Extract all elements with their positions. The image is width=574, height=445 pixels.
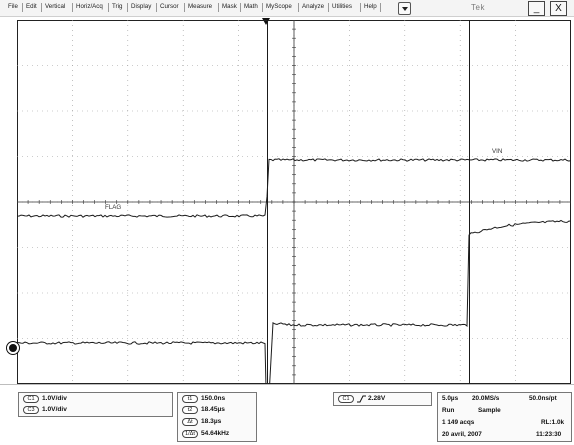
menu-separator <box>262 3 263 12</box>
menu-separator <box>156 3 157 12</box>
channel-1-scale-row[interactable]: C1 1.0V/div <box>23 394 67 404</box>
menu-analyze[interactable]: Analyze <box>302 3 325 10</box>
menu-math[interactable]: Math <box>244 3 258 10</box>
menu-separator <box>184 3 185 12</box>
rising-edge-icon <box>357 395 366 403</box>
menu-separator <box>22 3 23 12</box>
trigger-readout-box[interactable]: C1 2.28V <box>333 392 432 406</box>
cursor-readout-box[interactable]: t1 150.0ns t2 18.45µs Δt 18.3µs 1/Δt 54.64kH… <box>177 392 257 442</box>
menu-utilities[interactable]: Utilities <box>332 3 352 10</box>
channel-ground-marker-icon[interactable] <box>7 342 19 354</box>
channel-3-scale: 1.0V/div <box>42 406 67 413</box>
trigger-level: 2.28V <box>368 395 386 402</box>
cursor-frequency-row: 1/Δt 54.64kHz <box>182 429 229 439</box>
trace-label-flag: FLAG <box>105 204 122 211</box>
cursor-delta-value: 18.3µs <box>201 418 222 425</box>
minimize-button[interactable]: _ <box>528 1 545 16</box>
trace-label-vin: VIN <box>492 148 503 155</box>
cursor-delta-row: Δt 18.3µs <box>182 417 221 427</box>
menu-display[interactable]: Display <box>131 3 152 10</box>
channel-1-scale: 1.0V/div <box>42 395 67 402</box>
menu-horiz-acq[interactable]: Horiz/Acq <box>76 3 103 10</box>
cursor-line-1[interactable] <box>267 20 268 384</box>
menu-separator <box>41 3 42 12</box>
cursor-t2-value: 18.45µs <box>201 406 225 413</box>
trigger-source-tag: C1 <box>338 395 354 403</box>
acquisition-count: 1 149 acqs <box>442 419 475 426</box>
menu-separator <box>298 3 299 12</box>
close-button[interactable]: X <box>550 1 567 16</box>
acquisition-box[interactable]: 5.0µs 20.0MS/s 50.0ns/pt Run Sample 1 14… <box>437 392 572 442</box>
trigger-position-icon[interactable] <box>262 18 270 25</box>
menu-myscope[interactable]: MyScope <box>266 3 292 10</box>
sample-rate-value: 20.0MS/s <box>472 395 500 402</box>
channel-1-tag: C1 <box>23 395 39 403</box>
tek-logo: Tek <box>471 3 485 12</box>
record-length: RL:1.0k <box>541 419 565 426</box>
menu-mask[interactable]: Mask <box>222 3 237 10</box>
waveform-display[interactable] <box>17 20 571 384</box>
status-panel: C1 1.0V/div C3 1.0V/div t1 150.0ns t2 18.45µ… <box>0 384 574 445</box>
acquisition-time: 11:23:30 <box>536 431 562 438</box>
menu-separator <box>328 3 329 12</box>
menu-file[interactable]: File <box>8 3 18 10</box>
cursor-t2-row: t2 18.45µs <box>182 405 225 415</box>
trigger-row: C1 2.28V <box>338 394 385 404</box>
channel-scale-box[interactable]: C1 1.0V/div C3 1.0V/div <box>18 392 173 417</box>
menu-edit[interactable]: Edit <box>26 3 37 10</box>
cursor-t2-tag: t2 <box>182 406 198 414</box>
waveform-flag <box>17 219 571 384</box>
menu-separator <box>360 3 361 12</box>
menu-separator <box>108 3 109 12</box>
cursor-t1-row: t1 150.0ns <box>182 394 225 404</box>
menu-trig[interactable]: Trig <box>112 3 123 10</box>
cursor-t1-value: 150.0ns <box>201 395 226 402</box>
menu-measure[interactable]: Measure <box>188 3 213 10</box>
cursor-t1-tag: t1 <box>182 395 198 403</box>
cursor-delta-tag: Δt <box>182 418 198 426</box>
cursor-frequency-tag: 1/Δt <box>182 430 198 438</box>
graticule <box>17 20 571 384</box>
waveform-vin <box>17 158 571 218</box>
menu-separator <box>240 3 241 12</box>
channel-3-tag: C3 <box>23 406 39 414</box>
menu-dropdown-button[interactable] <box>398 2 411 15</box>
menu-separator <box>218 3 219 12</box>
acquisition-date: 20 avril, 2007 <box>442 431 482 438</box>
acquisition-mode: Sample <box>478 407 501 414</box>
menu-help[interactable]: Help <box>364 3 377 10</box>
cursor-line-2[interactable] <box>469 20 470 384</box>
menu-separator <box>72 3 73 12</box>
menu-cursor[interactable]: Cursor <box>160 3 179 10</box>
cursor-frequency-value: 54.64kHz <box>201 430 230 437</box>
run-state: Run <box>442 407 455 414</box>
timebase-value: 5.0µs <box>442 395 459 402</box>
channel-3-scale-row[interactable]: C3 1.0V/div <box>23 405 67 415</box>
resolution-value: 50.0ns/pt <box>529 395 557 402</box>
menu-separator <box>127 3 128 12</box>
menu-vertical[interactable]: Vertical <box>45 3 66 10</box>
menu-separator <box>380 3 381 12</box>
menu-bar: File Edit Vertical Horiz/Acq Trig Displa… <box>0 0 574 17</box>
